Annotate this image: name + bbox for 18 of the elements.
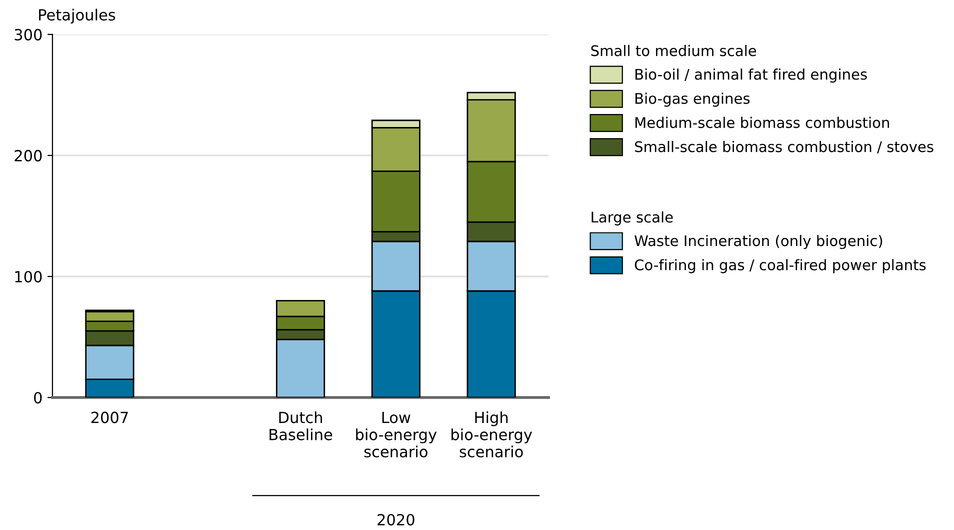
legend-label: Co-firing in gas / coal-fired power plants [634, 259, 926, 274]
y-tick-label: 300 [14, 28, 42, 40]
y-axis-title: Petajoules [39, 8, 116, 24]
text: Large scale [592, 211, 673, 226]
legend-label: Waste Incineration (only biogenic) [634, 234, 882, 250]
legend-label: Medium-scale biomass combustion [635, 116, 889, 128]
text: Small to medium scale [591, 44, 756, 56]
y-tick-label: 0 [34, 392, 42, 404]
legend-label: Bio-oil / animal fat fired engines [635, 68, 867, 83]
y-tick-label: 200 [14, 150, 42, 162]
text: 2020 [378, 514, 414, 526]
x-tick-label: High bio-energy scenario [452, 411, 532, 458]
legend-label: Bio-gas engines [635, 92, 750, 107]
x-tick-label: 2007 [91, 412, 128, 424]
x-tick-label: Low bio-energy scenario [356, 412, 437, 458]
y-tick-label: 100 [15, 270, 42, 283]
legend-label: Small-scale biomass combustion / stoves [635, 140, 934, 154]
x-tick-label: Dutch Baseline [270, 411, 332, 440]
